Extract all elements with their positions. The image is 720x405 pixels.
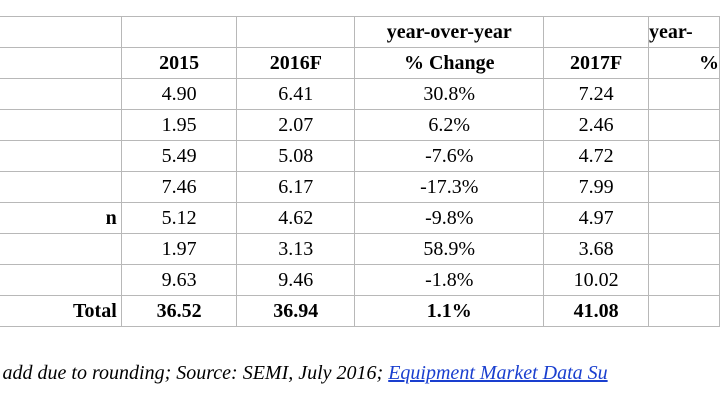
value-yoy-2017 bbox=[647, 78, 720, 110]
col-yoy2017-header: % bbox=[647, 47, 720, 79]
value-yoy: 58.9% bbox=[354, 233, 545, 265]
region-cell bbox=[0, 78, 122, 110]
header-row-1: year-over-year year- bbox=[0, 16, 720, 48]
value-2015: 4.90 bbox=[120, 78, 238, 110]
value-yoy-2017 bbox=[647, 109, 720, 141]
total-label: Total bbox=[0, 295, 122, 327]
header-cell bbox=[236, 16, 356, 48]
header-cell bbox=[0, 47, 122, 79]
region-cell bbox=[0, 233, 122, 265]
table-row: 5.49 5.08 -7.6% 4.72 bbox=[0, 140, 720, 172]
col-yoy-header: % Change bbox=[354, 47, 545, 79]
equipment-market-data-link[interactable]: Equipment Market Data Su bbox=[388, 362, 608, 384]
value-2016f: 2.07 bbox=[236, 109, 356, 141]
value-yoy-2017 bbox=[647, 140, 720, 172]
total-row: Total 36.52 36.94 1.1% 41.08 bbox=[0, 295, 720, 327]
table-row: 1.95 2.07 6.2% 2.46 bbox=[0, 109, 720, 141]
footnote-text: t add due to rounding; Source: SEMI, Jul… bbox=[0, 362, 389, 384]
value-2017f: 7.24 bbox=[543, 78, 649, 110]
table-row: 9.63 9.46 -1.8% 10.02 bbox=[0, 264, 720, 296]
value-2015: 1.95 bbox=[120, 109, 238, 141]
value-2017f: 10.02 bbox=[543, 264, 649, 296]
region-cell bbox=[0, 109, 122, 141]
total-value-2016f: 36.94 bbox=[236, 295, 356, 327]
region-cell: n bbox=[0, 202, 122, 234]
equipment-table-container: year-over-year year- 2015 2016F % Change… bbox=[0, 16, 720, 327]
total-value-yoy: 1.1% bbox=[354, 295, 545, 327]
header-cell bbox=[120, 16, 238, 48]
value-2015: 5.49 bbox=[120, 140, 238, 172]
value-yoy: -7.6% bbox=[354, 140, 545, 172]
value-2017f: 2.46 bbox=[543, 109, 649, 141]
header-cell bbox=[543, 16, 649, 48]
region-cell bbox=[0, 264, 122, 296]
header-row-2: 2015 2016F % Change 2017F % bbox=[0, 47, 720, 79]
value-yoy-2017 bbox=[647, 264, 720, 296]
yoy-header-line1-2017: year- bbox=[647, 16, 720, 48]
total-value-2015: 36.52 bbox=[120, 295, 238, 327]
region-cell bbox=[0, 171, 122, 203]
value-2016f: 5.08 bbox=[236, 140, 356, 172]
table-row: 4.90 6.41 30.8% 7.24 bbox=[0, 78, 720, 110]
value-yoy-2017 bbox=[647, 233, 720, 265]
value-2016f: 6.41 bbox=[236, 78, 356, 110]
col-2015-header: 2015 bbox=[120, 47, 238, 79]
total-yoy-2017 bbox=[647, 295, 720, 327]
footnote: t add due to rounding; Source: SEMI, Jul… bbox=[0, 362, 608, 385]
value-2015: 7.46 bbox=[120, 171, 238, 203]
table-row: 1.97 3.13 58.9% 3.68 bbox=[0, 233, 720, 265]
value-2016f: 9.46 bbox=[236, 264, 356, 296]
value-yoy: -9.8% bbox=[354, 202, 545, 234]
col-2017f-header: 2017F bbox=[543, 47, 649, 79]
value-2017f: 7.99 bbox=[543, 171, 649, 203]
total-value-2017f: 41.08 bbox=[543, 295, 649, 327]
value-2017f: 3.68 bbox=[543, 233, 649, 265]
yoy-header-line1: year-over-year bbox=[354, 16, 545, 48]
col-2016f-header: 2016F bbox=[236, 47, 356, 79]
value-yoy: 30.8% bbox=[354, 78, 545, 110]
value-yoy-2017 bbox=[647, 202, 720, 234]
value-yoy: -17.3% bbox=[354, 171, 545, 203]
table-row: n 5.12 4.62 -9.8% 4.97 bbox=[0, 202, 720, 234]
value-2016f: 3.13 bbox=[236, 233, 356, 265]
value-2015: 1.97 bbox=[120, 233, 238, 265]
value-2017f: 4.97 bbox=[543, 202, 649, 234]
value-2017f: 4.72 bbox=[543, 140, 649, 172]
value-yoy-2017 bbox=[647, 171, 720, 203]
table-row: 7.46 6.17 -17.3% 7.99 bbox=[0, 171, 720, 203]
value-yoy: -1.8% bbox=[354, 264, 545, 296]
equipment-sales-table: year-over-year year- 2015 2016F % Change… bbox=[0, 16, 720, 327]
value-2015: 5.12 bbox=[120, 202, 238, 234]
value-2015: 9.63 bbox=[120, 264, 238, 296]
value-yoy: 6.2% bbox=[354, 109, 545, 141]
region-cell bbox=[0, 140, 122, 172]
header-cell bbox=[0, 16, 122, 48]
value-2016f: 6.17 bbox=[236, 171, 356, 203]
value-2016f: 4.62 bbox=[236, 202, 356, 234]
